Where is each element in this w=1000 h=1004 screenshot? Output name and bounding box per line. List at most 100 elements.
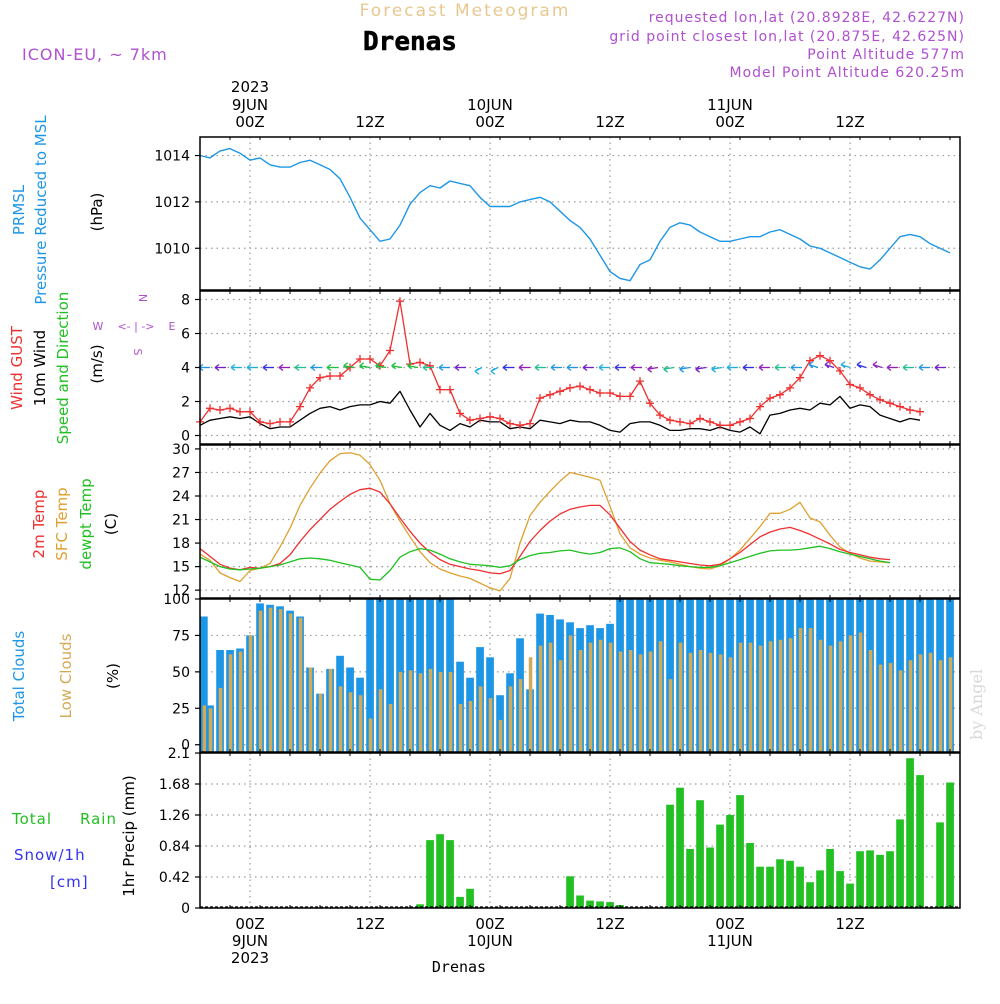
- wind-direction-arrow: [343, 365, 355, 369]
- wind-direction-arrow: [359, 365, 371, 369]
- low-clouds-bar: [838, 641, 843, 752]
- wind-gust-marker: [746, 414, 754, 423]
- precip-label-rain: Rain: [80, 810, 117, 828]
- requested-location: requested lon,lat (20.8928E, 42.6227N): [649, 10, 965, 26]
- rain-bar: [736, 795, 744, 908]
- rain-bar: [756, 866, 764, 908]
- wind-direction-arrowhead: [294, 363, 300, 372]
- low-clouds-bar: [688, 652, 693, 752]
- wind-direction-arrowhead: [856, 361, 862, 369]
- temp-label-2m: 2m Temp: [30, 490, 48, 559]
- wind-gust-marker: [246, 407, 254, 416]
- bottom-time-label: 00Z: [715, 915, 744, 933]
- tick-label-clouds: 25: [172, 701, 190, 717]
- wind-direction-arrowhead: [647, 365, 653, 373]
- rain-bar: [876, 854, 884, 908]
- rain-bar: [936, 822, 944, 908]
- rain-bar: [676, 787, 684, 908]
- low-clouds-bar: [368, 718, 373, 752]
- wind-direction-arrow: [647, 366, 659, 370]
- wind-gust-marker: [456, 409, 464, 418]
- low-clouds-bar: [528, 657, 533, 752]
- compass-center: <- | ->: [117, 320, 154, 333]
- top-time-label: 9JUN: [232, 96, 268, 114]
- wind-gust-marker: [296, 402, 304, 411]
- wind-gust-marker: [696, 414, 704, 423]
- compass-east: E: [169, 320, 176, 333]
- top-time-label: 00Z: [715, 113, 744, 131]
- tick-label-precip: 1.26: [159, 808, 190, 824]
- supertitle: Forecast Meteogram: [360, 1, 571, 21]
- low-clouds-bar: [808, 628, 813, 752]
- wind-direction-arrowhead: [214, 363, 220, 372]
- low-clouds-bar: [798, 628, 803, 752]
- pressure-unit: (hPa): [88, 193, 106, 232]
- wind-direction-arrowhead: [934, 363, 940, 372]
- compass-west: W: [93, 320, 104, 333]
- wind-direction-arrowhead: [343, 362, 349, 370]
- low-clouds-bar: [598, 639, 603, 752]
- low-clouds-bar: [628, 650, 633, 752]
- rain-bar: [776, 859, 784, 908]
- tick-label-temperature: 15: [172, 560, 190, 576]
- precip-label-snow: Snow/1h: [14, 846, 86, 864]
- wind-direction-arrowhead: [474, 367, 480, 375]
- clouds-label-total: Total Clouds: [10, 631, 28, 723]
- wind-gust-marker: [886, 399, 894, 408]
- temp-label-sfc: SFC Temp: [53, 487, 71, 560]
- wind-direction-arrowhead: [679, 365, 685, 373]
- rain-bar: [896, 819, 904, 908]
- wind-direction-arrowhead: [550, 363, 556, 372]
- wind-direction-arrow: [663, 366, 675, 370]
- low-clouds-bar: [888, 663, 893, 752]
- bottom-time-label: 12Z: [355, 915, 384, 933]
- tick-label-clouds: 0: [181, 738, 190, 754]
- rain-bar: [426, 840, 434, 908]
- precip-label-cm: [cm]: [50, 873, 89, 891]
- low-clouds-bar: [928, 652, 933, 752]
- low-clouds-bar: [878, 664, 883, 752]
- wind-direction-arrowhead: [808, 361, 814, 369]
- panel-frame-clouds: [199, 598, 961, 753]
- wind-gust-marker: [716, 421, 724, 430]
- wind-gust-marker: [276, 417, 284, 426]
- top-time-label: 12Z: [595, 113, 624, 131]
- rain-bar: [596, 901, 604, 908]
- wind-gust-marker: [906, 406, 914, 414]
- low-clouds-bar: [498, 719, 503, 752]
- wind-gust-marker: [266, 419, 274, 428]
- low-clouds-bar: [868, 650, 873, 752]
- tick-label-precip: 0.42: [159, 870, 190, 886]
- rain-bar: [586, 900, 594, 908]
- total-clouds-bar: [200, 616, 208, 752]
- low-clouds-bar: [848, 635, 853, 752]
- low-clouds-bar: [508, 686, 513, 752]
- top-time-label: 00Z: [235, 113, 264, 131]
- wind-gust-marker: [466, 416, 474, 425]
- rain-bar: [826, 849, 834, 908]
- temp-unit: (C): [102, 513, 120, 535]
- wind-direction-arrowhead: [840, 361, 846, 369]
- wind-direction-arrowhead: [774, 363, 780, 372]
- low-clouds-bar: [202, 705, 207, 752]
- wind-gust-marker: [556, 387, 564, 396]
- wind-gust-marker: [786, 383, 794, 392]
- wind-gust-marker: [236, 407, 244, 416]
- wind-direction-arrowhead: [630, 363, 636, 372]
- rain-bar: [856, 851, 864, 908]
- wind-direction-arrow: [695, 366, 707, 370]
- wind-direction-arrowhead: [502, 363, 508, 372]
- wind-gust-marker: [826, 356, 834, 365]
- wind-gust-marker: [756, 402, 764, 411]
- bottom-time-label: 12Z: [835, 915, 864, 933]
- wind-10m-line: [199, 390, 921, 435]
- wind-gust-marker: [616, 392, 624, 401]
- wind-gust-marker: [596, 389, 604, 397]
- low-clouds-bar: [468, 701, 473, 752]
- bottom-time-label: 00Z: [235, 915, 264, 933]
- wind-gust-marker: [856, 383, 864, 392]
- low-clouds-bar: [768, 641, 773, 752]
- rain-bar: [806, 882, 814, 908]
- low-clouds-bar: [908, 660, 913, 752]
- wind-gust-marker: [626, 392, 634, 401]
